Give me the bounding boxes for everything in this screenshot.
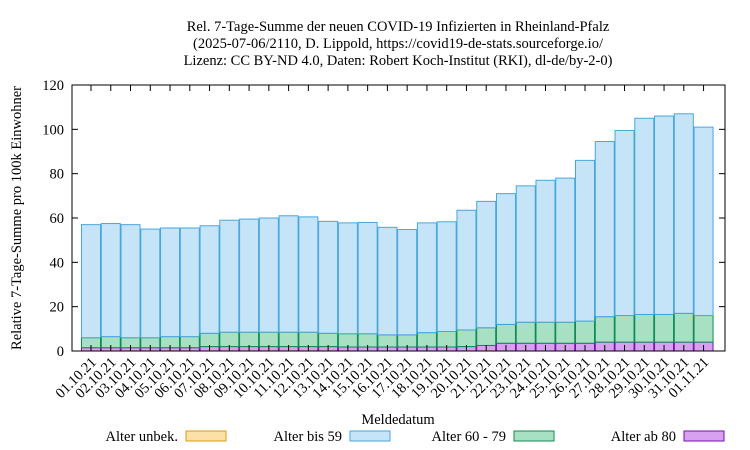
bar-alter-bis-59-26 (594, 141, 615, 318)
bar-alter-60-79-6 (199, 332, 220, 348)
bar-alter-bis-59-31 (693, 126, 714, 317)
legend-label-alter-unbek: Alter unbek. (106, 429, 178, 445)
bar-alter-bis-59-1 (100, 223, 121, 338)
bar-alter-60-79-17 (416, 332, 437, 348)
bar-alter-bis-59-30 (673, 113, 694, 314)
bar-alter-bis-59-4 (160, 227, 181, 338)
bar-alter-bis-59-25 (575, 159, 595, 322)
bars-layer (81, 113, 714, 352)
legend-swatch-alter-bis-59 (349, 430, 391, 442)
y-axis-label: Relative 7-Tage-Summe pro 100k Einwohner (9, 86, 25, 350)
bar-alter-bis-59-21 (495, 193, 516, 325)
bar-alter-bis-59-3 (140, 228, 161, 339)
title-line-1: Rel. 7-Tage-Summe der neuen COVID-19 Inf… (187, 19, 610, 35)
y-tick-label-5: 100 (42, 122, 64, 138)
legend-swatch-alter-ab-80 (683, 430, 725, 442)
bar-alter-60-79-19 (456, 329, 477, 348)
bar-alter-60-79-12 (318, 332, 339, 348)
bar-alter-bis-59-5 (179, 227, 200, 338)
bar-alter-bis-59-15 (377, 226, 398, 336)
bar-alter-bis-59-9 (258, 217, 279, 333)
bar-alter-bis-59-23 (535, 179, 556, 323)
bar-alter-bis-59-12 (318, 220, 339, 334)
bar-alter-bis-59-28 (634, 117, 655, 315)
y-tick-label-1: 20 (50, 300, 65, 316)
bar-alter-bis-59-20 (476, 200, 497, 329)
title-line-2: (2025-07-06/2110, D. Lippold, https://co… (193, 36, 604, 52)
bar-alter-60-79-8 (239, 331, 260, 348)
bar-alter-bis-59-16 (397, 229, 418, 336)
y-tick-label-6: 120 (42, 78, 64, 94)
y-axis: 0 20 40 60 80 100 120 (42, 78, 725, 360)
bar-alter-bis-59-13 (337, 222, 358, 335)
legend-swatch-alter-unbek (185, 430, 227, 442)
bar-alter-60-79-27 (614, 315, 635, 343)
bar-alter-60-79-18 (436, 330, 457, 348)
legend-label-alter-bis-59: Alter bis 59 (274, 429, 342, 445)
bar-alter-60-79-28 (634, 313, 655, 343)
bar-alter-60-79-20 (476, 327, 497, 346)
bar-alter-bis-59-8 (239, 218, 260, 333)
bar-alter-bis-59-17 (416, 222, 437, 334)
bar-alter-60-79-7 (219, 331, 240, 348)
y-tick-label-4: 80 (50, 167, 65, 183)
bar-alter-60-79-22 (515, 321, 536, 344)
bar-alter-bis-59-2 (120, 224, 141, 339)
bar-alter-bis-59-27 (614, 129, 635, 317)
bar-alter-60-79-31 (693, 315, 714, 343)
bar-alter-bis-59-14 (357, 221, 378, 335)
bar-alter-bis-59-18 (436, 221, 457, 332)
bar-alter-bis-59-19 (456, 209, 477, 331)
bar-alter-60-79-9 (258, 331, 279, 348)
bar-alter-60-79-10 (278, 331, 299, 348)
bar-alter-60-79-26 (594, 316, 615, 343)
bar-alter-bis-59-10 (278, 215, 299, 333)
bar-alter-60-79-21 (495, 323, 516, 344)
bar-alter-60-79-30 (673, 312, 694, 343)
y-tick-label-0: 0 (57, 344, 64, 360)
legend-label-alter-60-79: Alter 60 - 79 (432, 429, 507, 445)
legend-swatch-alter-60-79 (513, 430, 555, 442)
chart-title: Rel. 7-Tage-Summe der neuen COVID-19 Inf… (184, 19, 613, 69)
plot-frame (71, 84, 726, 352)
y-tick-label-2: 40 (50, 255, 65, 271)
bar-alter-60-79-29 (654, 313, 675, 343)
bar-alter-bis-59-29 (654, 115, 675, 315)
bar-alter-60-79-23 (535, 321, 556, 344)
bar-alter-bis-59-7 (219, 219, 240, 333)
legend-label-alter-ab-80: Alter ab 80 (611, 429, 676, 445)
bar-alter-bis-59-22 (515, 185, 536, 323)
bar-alter-60-79-11 (298, 331, 319, 348)
bar-alter-bis-59-24 (555, 177, 576, 323)
y-tick-label-3: 60 (50, 211, 65, 227)
bar-alter-bis-59-11 (298, 216, 319, 333)
bar-alter-bis-59-6 (199, 225, 220, 334)
bar-alter-bis-59-0 (81, 224, 101, 339)
bar-alter-60-79-25 (575, 320, 595, 344)
title-line-3: Lizenz: CC BY-ND 4.0, Daten: Robert Koch… (184, 53, 613, 69)
x-axis-label: Meldedatum (361, 412, 435, 428)
legend: Alter unbek. Alter bis 59 Alter 60 - 79 Alt… (106, 429, 725, 445)
bar-alter-60-79-24 (555, 321, 576, 344)
